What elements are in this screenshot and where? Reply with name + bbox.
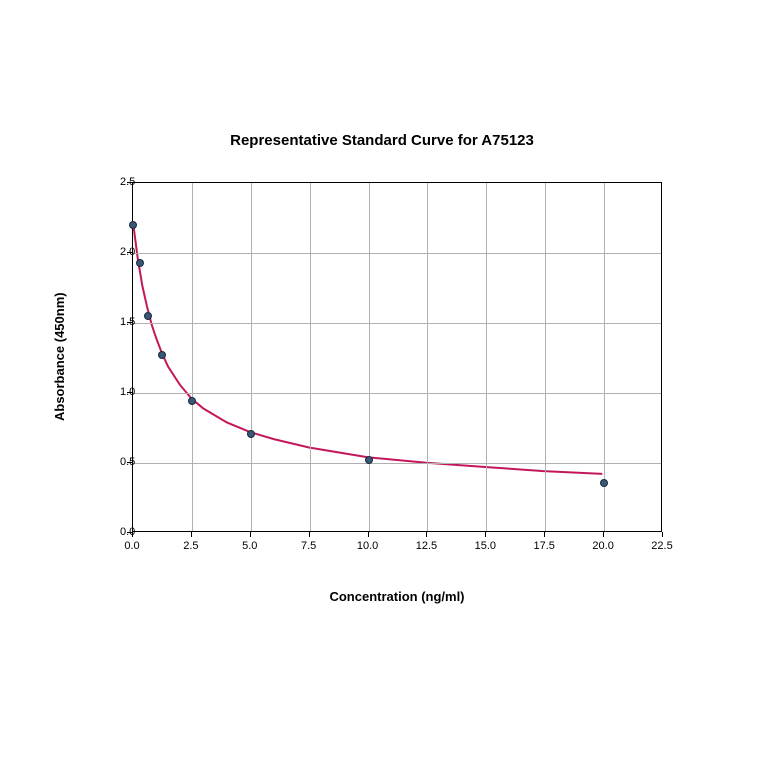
grid-line-vertical <box>369 183 370 531</box>
grid-line-horizontal <box>133 393 661 394</box>
chart-container: Representative Standard Curve for A75123… <box>62 162 702 602</box>
x-tick-label: 10.0 <box>357 540 378 552</box>
grid-line-horizontal <box>133 253 661 254</box>
grid-line-vertical <box>427 183 428 531</box>
chart-title: Representative Standard Curve for A75123 <box>62 132 702 149</box>
y-tick-label: 1.5 <box>120 316 124 328</box>
grid-line-vertical <box>486 183 487 531</box>
x-tick-label: 17.5 <box>534 540 555 552</box>
data-point <box>247 430 255 438</box>
data-point <box>365 456 373 464</box>
grid-line-horizontal <box>133 463 661 464</box>
y-axis-label: Absorbance (450nm) <box>52 182 67 532</box>
x-axis-label: Concentration (ng/ml) <box>132 589 662 604</box>
x-tick-label: 20.0 <box>592 540 613 552</box>
grid-line-vertical <box>545 183 546 531</box>
curve-svg <box>133 183 661 531</box>
grid-line-vertical <box>251 183 252 531</box>
grid-line-vertical <box>192 183 193 531</box>
x-tick-label: 0.0 <box>124 540 139 552</box>
y-tick-label: 0.0 <box>120 526 124 538</box>
x-tick-mark <box>485 532 486 537</box>
x-tick-label: 7.5 <box>301 540 316 552</box>
y-tick-label: 0.5 <box>120 456 124 468</box>
y-tick-label: 2.5 <box>120 176 124 188</box>
x-tick-label: 5.0 <box>242 540 257 552</box>
data-point <box>600 479 608 487</box>
x-tick-mark <box>662 532 663 537</box>
data-point <box>129 221 137 229</box>
x-tick-mark <box>368 532 369 537</box>
x-tick-label: 22.5 <box>651 540 672 552</box>
data-point <box>188 397 196 405</box>
grid-line-vertical <box>310 183 311 531</box>
y-tick-label: 2.0 <box>120 246 124 258</box>
data-point <box>158 351 166 359</box>
y-tick-label: 1.0 <box>120 386 124 398</box>
x-tick-label: 2.5 <box>183 540 198 552</box>
x-tick-mark <box>191 532 192 537</box>
grid-line-horizontal <box>133 323 661 324</box>
x-tick-mark <box>544 532 545 537</box>
x-tick-mark <box>309 532 310 537</box>
data-point <box>136 259 144 267</box>
x-tick-label: 12.5 <box>416 540 437 552</box>
x-tick-mark <box>426 532 427 537</box>
x-tick-label: 15.0 <box>475 540 496 552</box>
x-tick-mark <box>250 532 251 537</box>
plot-area <box>132 182 662 532</box>
x-tick-mark <box>603 532 604 537</box>
data-point <box>144 312 152 320</box>
